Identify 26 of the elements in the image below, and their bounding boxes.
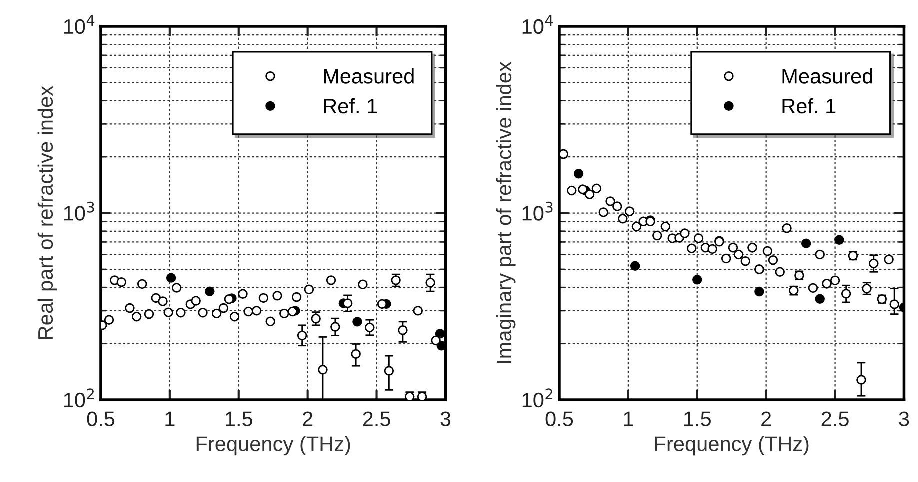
x-tick-label: 2	[303, 412, 313, 426]
x-tick-label: 0.5	[87, 412, 115, 426]
y-tick-label: 10$^{2}$	[522, 388, 552, 408]
x-tick-label: 3	[899, 412, 910, 426]
x-tick-label: 2.5	[363, 412, 390, 426]
y-tick-label: 10$^{4}$	[64, 15, 95, 34]
legend-label: Ref. 1	[324, 98, 378, 114]
x-tick-label: 1.5	[226, 412, 252, 426]
y-axis-title: Imaginary part of refractive index	[496, 62, 516, 364]
x-tick-label: 1	[166, 412, 175, 426]
x-tick-label: 1	[624, 412, 634, 426]
x-axis-title: Frequency (THz)	[655, 436, 809, 456]
y-tick-label: 10$^{3}$	[64, 202, 94, 221]
x-tick-label: 1.5	[684, 412, 711, 426]
x-axis-title: Frequency (THz)	[196, 436, 350, 456]
y-axis-title: Real part of refractive index	[38, 86, 58, 339]
legend-label: Measured	[782, 68, 872, 84]
x-tick-label: 2	[762, 412, 772, 426]
x-tick-label: 0.5	[546, 412, 574, 426]
x-tick-label: 2.5	[822, 412, 849, 426]
y-tick-label: 10$^{2}$	[64, 388, 94, 408]
legend-label: Ref. 1	[782, 98, 836, 114]
legend-label: Measured	[324, 68, 414, 84]
x-tick-label: 3	[440, 412, 451, 426]
y-tick-label: 10$^{3}$	[522, 202, 553, 221]
y-tick-label: 10$^{4}$	[522, 15, 554, 34]
